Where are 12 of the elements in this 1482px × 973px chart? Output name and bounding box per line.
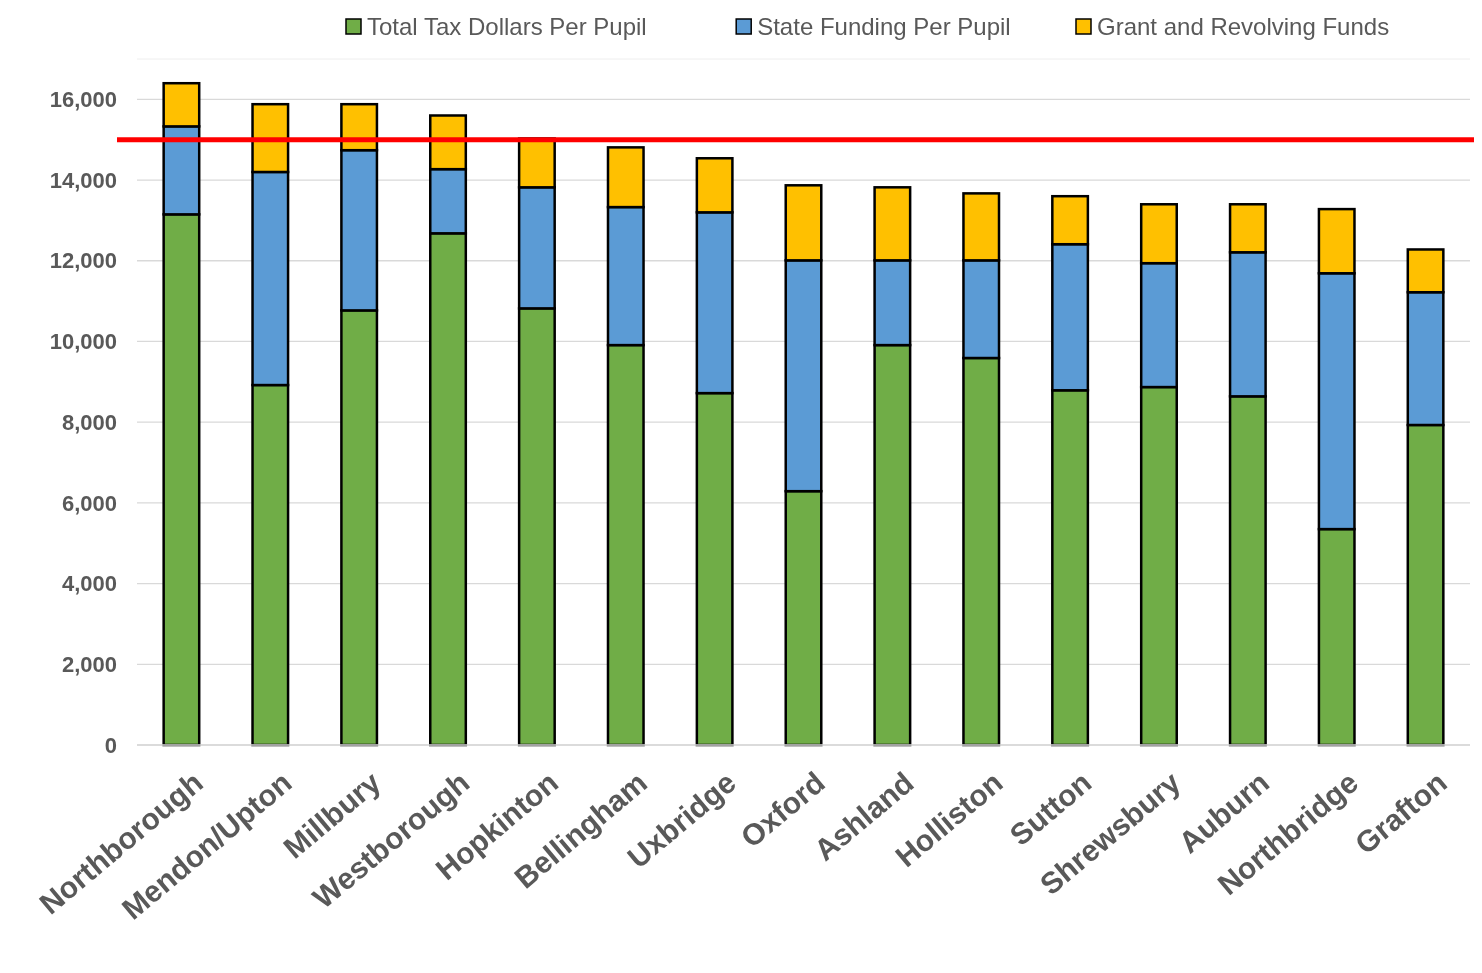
legend-label: Total Tax Dollars Per Pupil xyxy=(367,13,647,41)
legend-label: Grant and Revolving Funds xyxy=(1097,13,1390,41)
y-tick-label: 2,000 xyxy=(61,651,117,677)
y-tick-label: 16,000 xyxy=(49,87,117,113)
y-tick-label: 0 xyxy=(104,732,117,758)
y-tick-label: 8,000 xyxy=(61,409,117,435)
y-tick-label: 10,000 xyxy=(49,329,117,355)
y-tick-label: 12,000 xyxy=(49,248,117,274)
y-tick-label: 14,000 xyxy=(49,167,117,193)
legend-label: State Funding Per Pupil xyxy=(757,13,1011,41)
y-tick-label: 6,000 xyxy=(61,490,117,516)
y-tick-label: 4,000 xyxy=(61,571,117,597)
